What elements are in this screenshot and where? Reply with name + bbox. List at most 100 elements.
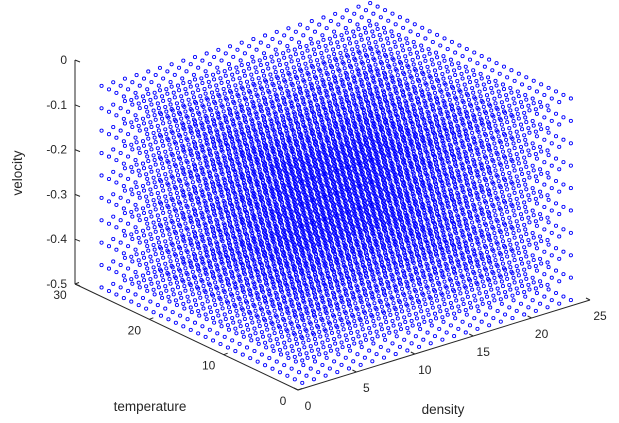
- data-point: [165, 69, 170, 74]
- data-point: [446, 227, 451, 232]
- data-point: [440, 94, 445, 99]
- data-point: [173, 320, 178, 325]
- data-point: [175, 285, 181, 290]
- data-point: [260, 289, 266, 294]
- data-point: [196, 152, 201, 157]
- data-point: [141, 278, 147, 283]
- data-point: [435, 186, 440, 191]
- data-point: [370, 115, 375, 121]
- data-point: [166, 227, 171, 232]
- data-point: [140, 139, 146, 144]
- data-point: [501, 64, 507, 69]
- data-point: [438, 65, 443, 70]
- data-point: [259, 150, 264, 155]
- data-point: [151, 153, 156, 158]
- data-point: [136, 101, 141, 106]
- data-point: [203, 91, 208, 96]
- data-point: [205, 232, 210, 237]
- data-point: [414, 50, 419, 55]
- data-point: [196, 241, 201, 246]
- data-point: [183, 154, 188, 159]
- data-point: [145, 288, 150, 293]
- data-point: [411, 305, 416, 310]
- data-point: [318, 177, 323, 182]
- data-point: [292, 69, 297, 75]
- data-point: [358, 119, 363, 124]
- data-point: [425, 87, 430, 92]
- data-point: [121, 251, 126, 256]
- data-point: [308, 100, 313, 105]
- data-point: [219, 212, 224, 217]
- data-point: [246, 238, 251, 243]
- data-point: [137, 262, 142, 267]
- data-point: [289, 123, 294, 128]
- data-point: [160, 251, 165, 256]
- data-point: [437, 61, 442, 66]
- data-point: [212, 141, 217, 146]
- data-point: [272, 263, 277, 268]
- data-point: [260, 177, 266, 182]
- data-point: [423, 100, 428, 105]
- data-point: [181, 58, 186, 63]
- data-point: [216, 156, 221, 161]
- data-point: [443, 82, 448, 87]
- data-point: [111, 192, 116, 197]
- data-point: [259, 218, 264, 223]
- data-point: [137, 285, 142, 290]
- data-point: [149, 80, 154, 85]
- data-point: [235, 313, 240, 318]
- data-point: [166, 138, 171, 143]
- data-point: [374, 22, 379, 27]
- data-point: [164, 243, 169, 249]
- data-point: [423, 190, 428, 195]
- data-point: [343, 112, 348, 117]
- data-point: [178, 156, 183, 161]
- data-point: [470, 287, 475, 292]
- data-point: [424, 105, 429, 110]
- data-point: [233, 281, 238, 286]
- data-point: [253, 241, 258, 246]
- data-point: [318, 200, 323, 205]
- data-point: [407, 69, 412, 74]
- data-point: [347, 18, 353, 23]
- data-point: [189, 198, 194, 203]
- data-point: [388, 312, 393, 317]
- data-point: [248, 311, 253, 316]
- data-point: [374, 44, 379, 49]
- data-point: [215, 308, 220, 313]
- data-point: [133, 247, 138, 252]
- data-point: [227, 130, 233, 135]
- data-point: [401, 112, 406, 117]
- data-point: [193, 123, 199, 128]
- data-point: [310, 151, 315, 156]
- data-point: [349, 65, 354, 70]
- data-point: [215, 174, 220, 179]
- data-point: [207, 215, 212, 220]
- data-point: [408, 93, 413, 98]
- data-point: [215, 331, 220, 336]
- data-point: [326, 118, 331, 123]
- data-point: [404, 100, 409, 105]
- data-point: [287, 181, 292, 186]
- data-point: [193, 146, 199, 151]
- data-point: [346, 100, 352, 105]
- data-point: [118, 262, 123, 268]
- data-point: [303, 84, 308, 89]
- data-point: [313, 98, 319, 103]
- data-point: [130, 259, 135, 264]
- data-point: [129, 299, 134, 304]
- data-point: [436, 79, 441, 84]
- data-point: [188, 84, 193, 89]
- data-point: [316, 40, 321, 45]
- data-point: [287, 72, 292, 77]
- data-point: [236, 94, 241, 99]
- data-point: [152, 157, 157, 163]
- data-point: [271, 147, 276, 152]
- data-point: [225, 300, 230, 305]
- data-point: [252, 348, 257, 354]
- data-point: [413, 90, 418, 95]
- data-point: [339, 55, 344, 60]
- data-point: [353, 122, 358, 127]
- data-point: [309, 19, 314, 24]
- data-point: [193, 280, 199, 285]
